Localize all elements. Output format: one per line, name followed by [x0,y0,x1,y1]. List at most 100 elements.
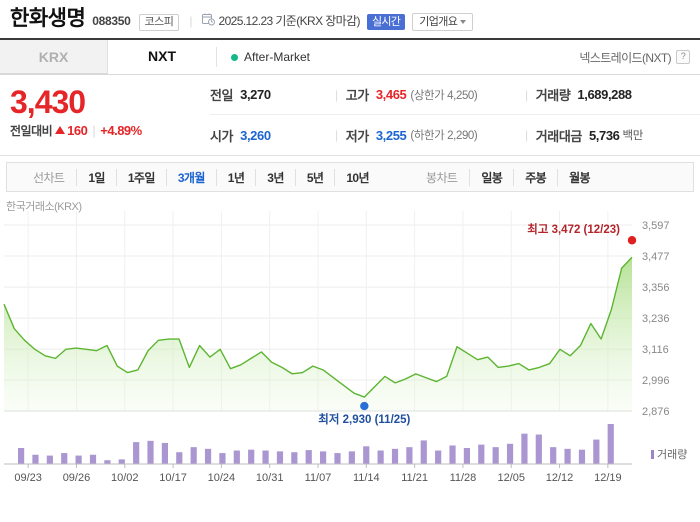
svg-text:10/24: 10/24 [208,472,236,484]
quote-key: 저가 [345,128,370,144]
provider-label: 넥스트레이드(NXT) [579,50,671,65]
price-change-label: 전일대비 [10,124,53,138]
svg-text:09/23: 09/23 [14,472,42,484]
period-1y[interactable]: 1년 [215,168,256,186]
after-market-status: After-Market [216,47,310,67]
line-chart-caption: 선차트 [33,170,65,185]
quote-unit: 백만 [622,130,644,142]
candle-chart-caption: 봉차트 [426,170,458,185]
svg-text:11/21: 11/21 [401,472,428,484]
quote-key: 거래대금 [535,128,583,144]
svg-text:11/28: 11/28 [450,472,477,484]
chevron-down-icon [460,20,467,24]
tab-nxt[interactable]: NXT [108,40,216,74]
candle-daily[interactable]: 일봉 [469,168,513,186]
tab-krx-label: KRX [38,48,69,65]
quote-item-turnover: | 거래대금 5,736 백만 [525,115,700,155]
quote-value: 1,689,288 [577,87,632,102]
period-3m[interactable]: 3개월 [165,168,216,186]
page-title: 한화생명 [10,7,86,30]
svg-text:12/05: 12/05 [497,472,525,484]
quote-item-high: | 고가 3,465 (상한가 4,250) [335,75,525,115]
cell-divider: | [525,128,528,142]
quote-value: 3,465 [375,87,407,102]
after-market-label: After-Market [244,50,311,64]
candle-monthly[interactable]: 월봉 [557,168,601,186]
tab-krx[interactable]: KRX [0,40,108,74]
realtime-badge[interactable]: 실시간 [366,14,406,30]
svg-text:3,236: 3,236 [642,313,670,325]
price-change-value: 160 [67,123,88,138]
candle-weekly[interactable]: 주봉 [513,168,557,186]
chart-area-fill [4,257,632,411]
quote-value: 3,270 [240,87,271,102]
tab-nxt-label: NXT [148,48,176,64]
ticker-code: 088350 [92,14,131,28]
svg-text:3,597: 3,597 [642,220,670,232]
change-divider: | [92,123,96,138]
company-overview-button[interactable]: 기업개요 [412,13,474,31]
quote-item-low: | 저가 3,255 (하한가 2,290) [335,115,525,155]
quote-date: 2025.12.23 기준(KRX 장마감) [218,14,361,28]
cell-divider: | [335,128,338,142]
svg-text:10/31: 10/31 [256,472,284,484]
price-chart[interactable]: 한국거래소(KRX) 3,597 3,477 3,356 3,236 3,116 2,99… [0,196,700,506]
quote-key: 시가 [210,128,234,144]
chart-volume-bars: 거래량 [4,424,687,465]
quote-key: 고가 [345,88,370,103]
market-badge: 코스피 [138,14,180,31]
quote-column-volume: | 거래량 1,689,288 | 거래대금 5,736 백만 [525,75,700,155]
period-5y[interactable]: 5년 [294,168,335,186]
svg-text:최고 3,472 (12/23): 최고 3,472 (12/23) [527,222,620,236]
svg-text:3,356: 3,356 [642,282,670,294]
svg-text:최저 2,930 (11/25): 최저 2,930 (11/25) [318,412,410,426]
quote-detail-grid: 전일 3,270 시가 3,260 | 고가 3,465 (상한가 4,250)… [210,75,700,155]
provider-label-group: 넥스트레이드(NXT) ? [579,40,700,74]
chart-source-label: 한국거래소(KRX) [6,201,82,213]
quote-value: 5,736 [588,127,620,143]
current-price: 3,430 [10,84,86,120]
current-price-block: 3,430 전일대비 160 | +4.89% [0,75,210,155]
quote-key: 전일 [210,88,234,103]
quote-value: 3,255 [375,127,407,143]
period-10y[interactable]: 10년 [334,168,380,186]
svg-text:10/17: 10/17 [159,472,187,484]
svg-text:3,477: 3,477 [642,251,670,263]
question-mark-icon[interactable]: ? [676,50,690,64]
calendar-icon [201,13,215,29]
svg-text:2,876: 2,876 [642,406,670,418]
status-dot-icon [231,53,238,61]
chart-price-line [3,256,633,398]
quote-limit-down: (하한가 2,290) [410,130,478,142]
header-divider: | [189,14,193,28]
period-1d[interactable]: 1일 [76,168,116,186]
candle-chart-periods: 봉차트 일봉 주봉 월봉 [426,168,693,186]
cell-divider: | [525,87,528,102]
company-overview-label: 기업개요 [419,16,458,28]
quote-value: 3,260 [240,127,271,143]
chart-canvas[interactable]: 3,597 3,477 3,356 3,236 3,116 2,996 2,876 최고 3… [0,196,700,506]
chart-period-bar: 선차트 1일 1주일 3개월 1년 3년 5년 10년 봉차트 일봉 주봉 월봉 [6,162,694,192]
chart-annotations: 최고 3,472 (12/23) 최저 2,930 (11/25) [318,222,637,426]
svg-text:09/26: 09/26 [63,472,91,484]
quote-column-prev: 전일 3,270 시가 3,260 [210,75,335,155]
price-change-row: 전일대비 160 | +4.89% [10,122,210,139]
svg-text:12/12: 12/12 [546,472,574,484]
price-change-percent: +4.89% [100,123,142,138]
quote-key: 거래량 [535,88,571,103]
quote-column-highlow: | 고가 3,465 (상한가 4,250) | 저가 3,255 (하한가 2… [335,75,525,155]
svg-text:2,996: 2,996 [642,375,670,387]
svg-text:10/02: 10/02 [111,472,139,484]
quote-item-volume: | 거래량 1,689,288 [525,75,700,115]
period-3y[interactable]: 3년 [255,168,295,186]
svg-text:11/14: 11/14 [353,472,380,484]
cell-divider: | [335,87,338,102]
quote-item-open: 시가 3,260 [210,115,335,155]
svg-text:3,116: 3,116 [642,344,669,356]
quote-item-prev-close: 전일 3,270 [210,75,335,115]
svg-text:12/19: 12/19 [594,472,622,484]
period-1w[interactable]: 1주일 [115,168,166,186]
page-header: 한화생명 088350 코스피 | 2025.12.23 기준(KRX 장마감)… [0,0,700,40]
svg-text:11/07: 11/07 [305,472,332,484]
